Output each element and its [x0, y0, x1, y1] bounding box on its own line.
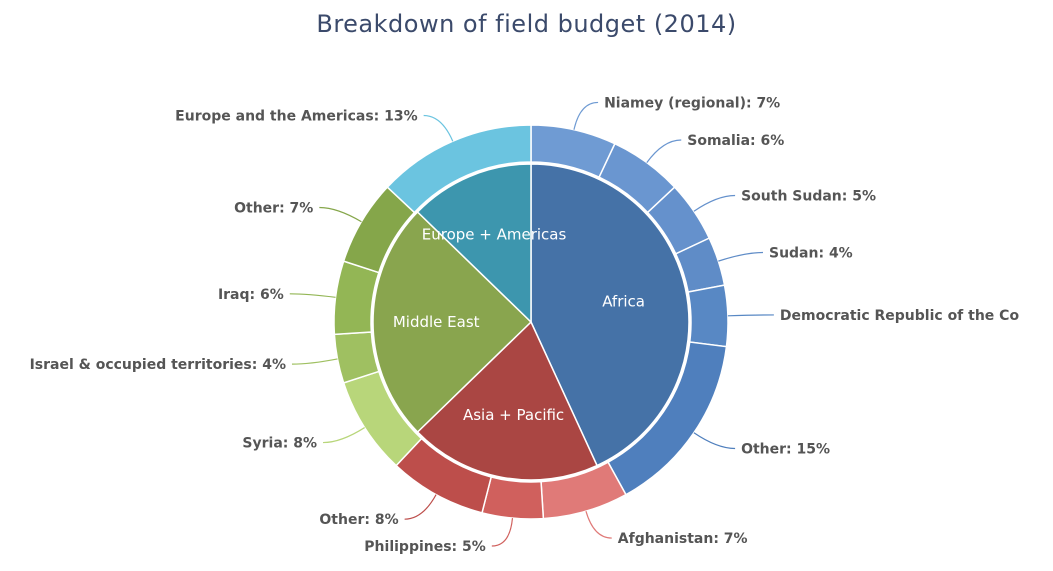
data-label-syria: Syria: 8%: [242, 436, 317, 452]
data-label-democratic-republic-of-the-congo: Democratic Republic of the Co: [780, 308, 1020, 324]
data-label-iraq: Iraq: 6%: [218, 287, 284, 303]
connector-line: [423, 114, 454, 142]
inner-slice-middle-east[interactable]: [372, 210, 533, 434]
data-label-sudan: Sudan: 4%: [769, 245, 853, 261]
inner-slice-africa[interactable]: [530, 163, 690, 467]
connector-line: [491, 518, 514, 547]
data-label-other: Other: 8%: [319, 512, 398, 528]
data-label-south-sudan: South Sudan: 5%: [741, 189, 876, 205]
data-label-europe-and-the-americas: Europe and the Americas: 13%: [175, 109, 417, 125]
inner-slice-asia-pacific[interactable]: [416, 320, 599, 481]
chart-title: Breakdown of field budget (2014): [316, 10, 737, 38]
connector-line: [291, 358, 338, 365]
connector-line: [585, 511, 612, 539]
inner-slice-label-asia-pacific: Asia + Pacific: [463, 406, 564, 424]
connector-line: [319, 206, 362, 223]
connector-line: [289, 293, 336, 298]
connector-line: [404, 494, 437, 520]
connector-line: [693, 432, 736, 450]
data-label-niamey-regional: Niamey (regional): 7%: [604, 95, 780, 111]
data-label-other: Other: 15%: [741, 441, 830, 457]
connector-line: [718, 251, 763, 262]
outer-slice-asia-pacific-philippines[interactable]: [481, 476, 545, 520]
inner-slice-europe-americas[interactable]: [416, 163, 532, 324]
data-label-somalia: Somalia: 6%: [687, 133, 784, 149]
data-label-philippines: Philippines: 5%: [364, 539, 486, 555]
data-label-israel-occupied-territories: Israel & occupied territories: 4%: [30, 357, 286, 373]
connector-line: [323, 427, 365, 444]
outer-slice-africa-democratic-republic-of-the-congo[interactable]: [687, 284, 729, 348]
connector-line: [646, 139, 682, 163]
inner-slice-label-europe-americas: Europe + Americas: [422, 226, 567, 244]
inner-slice-label-middle-east: Middle East: [393, 313, 480, 331]
data-label-other: Other: 7%: [234, 200, 313, 216]
connector-line: [693, 194, 736, 212]
connector-line: [573, 101, 599, 130]
data-label-afghanistan: Afghanistan: 7%: [618, 531, 748, 547]
connector-line: [727, 314, 774, 317]
inner-slice-label-africa: Africa: [602, 293, 645, 311]
